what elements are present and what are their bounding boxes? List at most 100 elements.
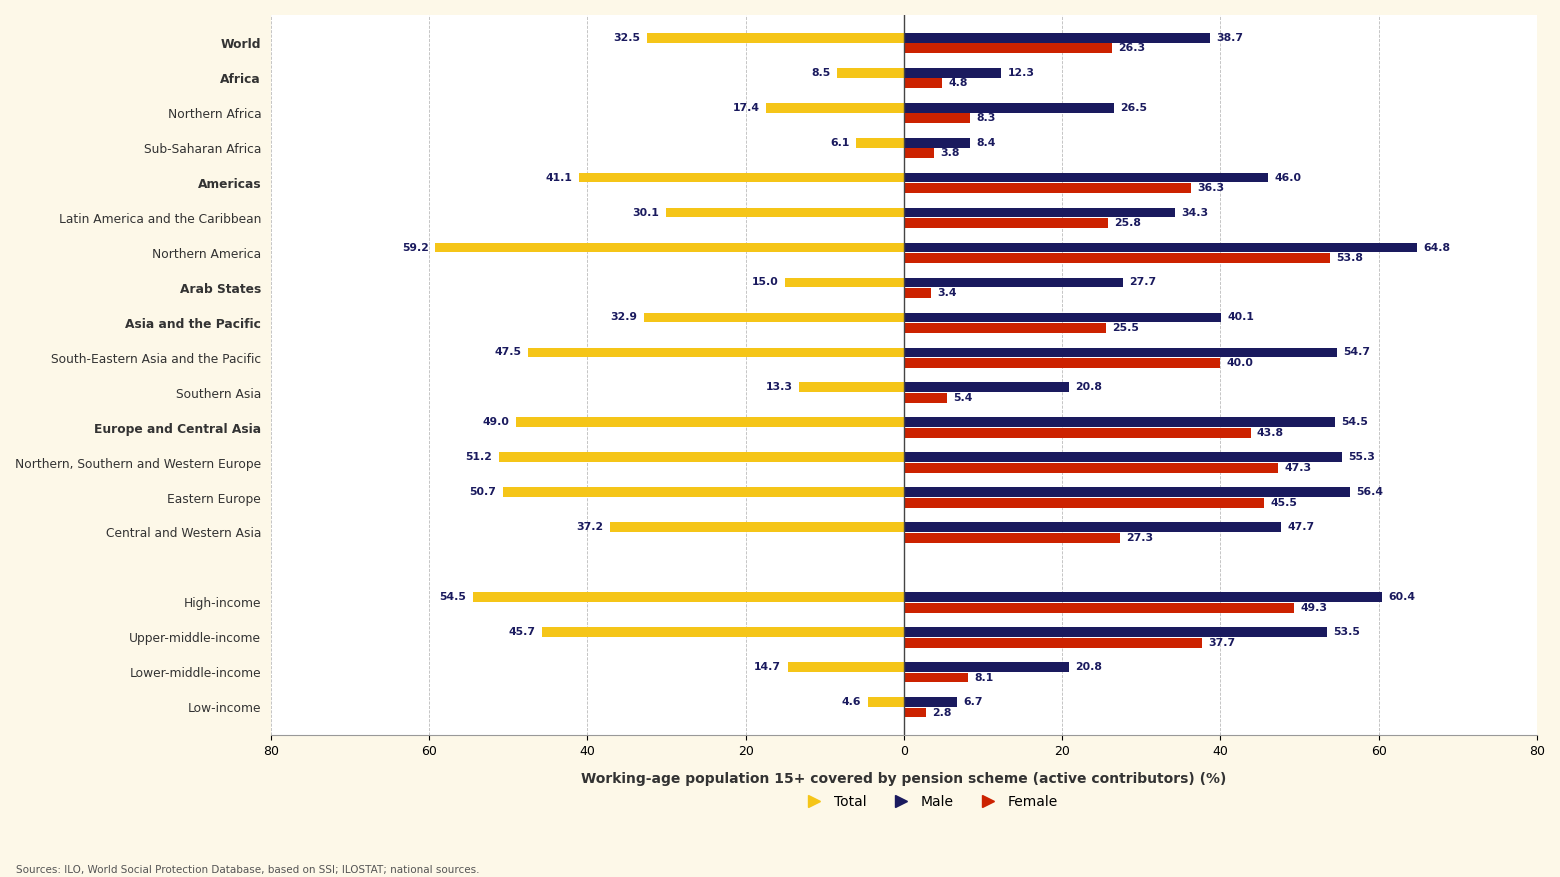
Bar: [766, 103, 903, 112]
Bar: [903, 312, 1221, 323]
Text: 8.4: 8.4: [977, 138, 997, 147]
Bar: [855, 138, 903, 147]
Text: 37.2: 37.2: [576, 522, 604, 532]
Bar: [435, 243, 903, 253]
Text: 4.6: 4.6: [842, 697, 861, 707]
Bar: [903, 417, 1335, 427]
Bar: [903, 253, 1329, 263]
Bar: [903, 323, 1106, 333]
Text: 45.5: 45.5: [1270, 498, 1298, 508]
Text: 49.0: 49.0: [484, 417, 510, 427]
Bar: [903, 428, 1251, 438]
Bar: [903, 113, 970, 123]
Bar: [903, 393, 947, 403]
Text: 20.8: 20.8: [1075, 382, 1101, 392]
Bar: [903, 43, 1112, 53]
Bar: [903, 592, 1382, 602]
Bar: [903, 208, 1175, 217]
Bar: [903, 602, 1295, 612]
Text: 59.2: 59.2: [402, 243, 429, 253]
Text: 32.9: 32.9: [610, 312, 636, 323]
Bar: [903, 243, 1416, 253]
Text: 37.7: 37.7: [1209, 638, 1236, 647]
Bar: [473, 592, 903, 602]
Text: 2.8: 2.8: [933, 708, 952, 717]
Text: 43.8: 43.8: [1257, 428, 1284, 438]
Text: 4.8: 4.8: [948, 78, 967, 89]
Bar: [903, 708, 927, 717]
Text: 12.3: 12.3: [1008, 68, 1034, 78]
Text: 34.3: 34.3: [1181, 208, 1209, 217]
Bar: [903, 138, 970, 147]
Bar: [903, 498, 1264, 508]
Text: 51.2: 51.2: [465, 453, 493, 462]
Bar: [502, 488, 903, 497]
Text: 3.4: 3.4: [938, 288, 956, 298]
Text: 47.3: 47.3: [1284, 463, 1312, 473]
Text: 30.1: 30.1: [632, 208, 660, 217]
Text: 8.3: 8.3: [977, 113, 995, 123]
Text: 15.0: 15.0: [752, 277, 778, 288]
Legend: Total, Male, Female: Total, Male, Female: [796, 789, 1064, 815]
Bar: [903, 173, 1268, 182]
Bar: [903, 148, 934, 158]
Bar: [499, 453, 903, 462]
Text: 60.4: 60.4: [1388, 592, 1415, 602]
Bar: [903, 78, 942, 88]
Bar: [903, 103, 1114, 112]
Text: 47.7: 47.7: [1287, 522, 1315, 532]
Text: 6.7: 6.7: [963, 697, 983, 707]
Bar: [903, 347, 1337, 357]
Text: 8.1: 8.1: [975, 673, 994, 682]
Bar: [903, 533, 1120, 543]
Bar: [867, 697, 903, 707]
Bar: [903, 278, 1123, 288]
Text: 53.8: 53.8: [1335, 253, 1363, 263]
Bar: [903, 453, 1342, 462]
Text: 14.7: 14.7: [755, 662, 782, 672]
Text: 20.8: 20.8: [1075, 662, 1101, 672]
Text: 41.1: 41.1: [546, 173, 573, 182]
Text: 32.5: 32.5: [613, 32, 641, 43]
Text: 36.3: 36.3: [1198, 183, 1225, 193]
Bar: [785, 278, 903, 288]
Text: 17.4: 17.4: [733, 103, 760, 112]
Text: 45.7: 45.7: [509, 627, 537, 638]
Text: 56.4: 56.4: [1357, 488, 1384, 497]
Text: 40.1: 40.1: [1228, 312, 1254, 323]
Text: 54.5: 54.5: [440, 592, 466, 602]
Bar: [903, 673, 969, 682]
Text: 54.5: 54.5: [1342, 417, 1368, 427]
Bar: [903, 382, 1069, 392]
Text: 50.7: 50.7: [470, 488, 496, 497]
Bar: [527, 347, 903, 357]
Text: 53.5: 53.5: [1334, 627, 1360, 638]
Bar: [903, 638, 1203, 647]
Bar: [903, 488, 1351, 497]
Bar: [903, 32, 1211, 43]
Bar: [903, 697, 956, 707]
Bar: [579, 173, 903, 182]
Text: 5.4: 5.4: [953, 393, 972, 403]
Bar: [903, 358, 1220, 367]
Bar: [903, 463, 1278, 473]
Text: 38.7: 38.7: [1217, 32, 1243, 43]
Text: 27.7: 27.7: [1129, 277, 1156, 288]
Text: 64.8: 64.8: [1423, 243, 1451, 253]
X-axis label: Working-age population 15+ covered by pension scheme (active contributors) (%): Working-age population 15+ covered by pe…: [582, 772, 1226, 786]
Bar: [903, 627, 1328, 637]
Text: 13.3: 13.3: [766, 382, 792, 392]
Bar: [788, 662, 903, 672]
Text: 26.3: 26.3: [1119, 43, 1145, 53]
Text: 25.5: 25.5: [1112, 323, 1139, 333]
Bar: [647, 32, 903, 43]
Text: 40.0: 40.0: [1226, 358, 1254, 368]
Bar: [543, 627, 903, 637]
Text: 55.3: 55.3: [1348, 453, 1374, 462]
Bar: [836, 68, 903, 77]
Bar: [666, 208, 903, 217]
Bar: [903, 523, 1281, 532]
Bar: [644, 312, 903, 323]
Bar: [903, 288, 931, 298]
Text: 46.0: 46.0: [1275, 173, 1301, 182]
